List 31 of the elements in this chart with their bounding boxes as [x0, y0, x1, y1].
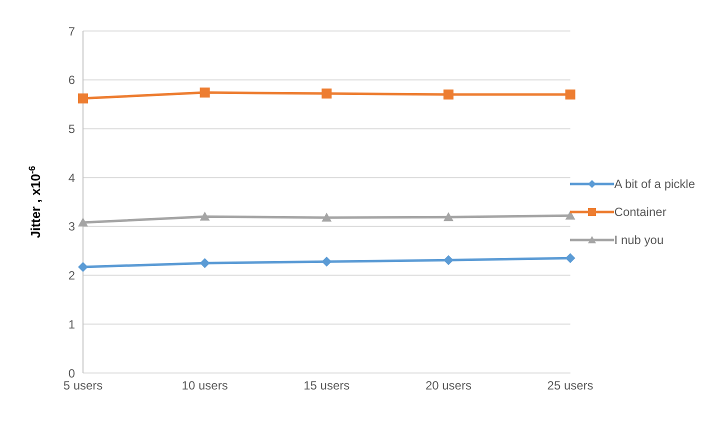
x-tick-label: 20 users: [425, 378, 472, 393]
point: [322, 88, 332, 99]
point: [200, 258, 210, 268]
y-tick-label: 1: [68, 317, 76, 332]
legend-label: Container: [614, 204, 666, 218]
x-tick-label: 5 users: [63, 378, 103, 393]
point: [443, 90, 454, 100]
point: [443, 212, 454, 222]
point: [565, 210, 576, 220]
point: [322, 256, 332, 267]
point: [565, 253, 576, 264]
legend-label: I nub you: [614, 232, 664, 246]
y-tick-label: 7: [68, 24, 76, 38]
point: [443, 255, 454, 266]
point: [200, 88, 210, 98]
y-tick-label: 6: [68, 73, 76, 88]
point: [78, 218, 88, 227]
point: [200, 212, 210, 221]
x-tick-label: 15 users: [304, 378, 350, 393]
point: [78, 93, 88, 104]
legend-label: A bit of a pickle: [614, 176, 695, 190]
y-tick-label: 0: [68, 366, 76, 380]
y-tick-label: 4: [68, 170, 76, 185]
point: [78, 262, 88, 272]
point: [565, 90, 576, 100]
y-tick-label: 5: [68, 122, 76, 136]
x-tick-label: 25 users: [547, 378, 594, 393]
point: [322, 212, 332, 222]
y-tick-label: 2: [68, 268, 76, 283]
y-tick-label: 3: [68, 220, 76, 234]
x-tick-label: 10 users: [182, 378, 228, 393]
